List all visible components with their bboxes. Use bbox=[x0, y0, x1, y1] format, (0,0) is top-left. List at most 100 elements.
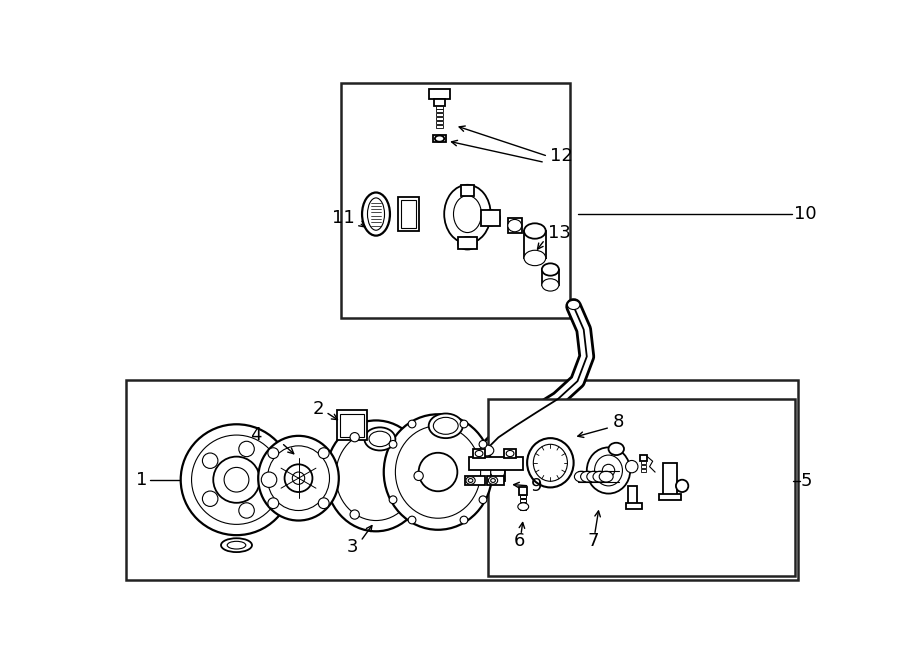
Ellipse shape bbox=[475, 450, 483, 457]
Ellipse shape bbox=[319, 498, 329, 508]
Bar bbox=[520, 507, 526, 510]
Ellipse shape bbox=[626, 461, 638, 473]
Ellipse shape bbox=[213, 457, 260, 503]
Bar bbox=[434, 99, 445, 106]
Ellipse shape bbox=[534, 444, 567, 481]
Text: 1: 1 bbox=[136, 471, 147, 488]
Ellipse shape bbox=[527, 438, 573, 487]
Bar bbox=[520, 503, 526, 506]
Ellipse shape bbox=[414, 471, 423, 481]
Ellipse shape bbox=[238, 442, 255, 457]
Bar bbox=[520, 499, 526, 502]
Bar bbox=[436, 109, 443, 112]
Bar bbox=[436, 125, 443, 128]
Ellipse shape bbox=[202, 453, 218, 469]
Ellipse shape bbox=[518, 503, 528, 510]
Ellipse shape bbox=[258, 436, 338, 520]
Bar bbox=[469, 457, 523, 471]
Ellipse shape bbox=[508, 219, 522, 232]
Bar bbox=[659, 494, 680, 500]
Bar bbox=[400, 200, 417, 228]
Bar bbox=[436, 113, 443, 116]
Text: 7: 7 bbox=[587, 532, 599, 551]
Ellipse shape bbox=[524, 223, 545, 239]
Ellipse shape bbox=[567, 300, 580, 309]
Ellipse shape bbox=[181, 424, 292, 535]
Ellipse shape bbox=[383, 414, 492, 529]
Text: 11: 11 bbox=[331, 209, 355, 227]
Ellipse shape bbox=[268, 447, 279, 459]
Bar bbox=[338, 410, 366, 440]
Ellipse shape bbox=[468, 479, 472, 483]
Ellipse shape bbox=[479, 440, 487, 448]
Bar bbox=[641, 465, 645, 468]
Text: 8: 8 bbox=[612, 413, 624, 431]
Bar bbox=[542, 270, 559, 285]
Bar bbox=[489, 399, 795, 576]
Ellipse shape bbox=[479, 496, 487, 504]
Bar bbox=[482, 210, 500, 225]
Ellipse shape bbox=[458, 237, 477, 249]
Ellipse shape bbox=[227, 541, 246, 549]
Ellipse shape bbox=[367, 198, 384, 230]
Bar bbox=[458, 237, 477, 249]
Ellipse shape bbox=[350, 510, 359, 519]
Ellipse shape bbox=[261, 472, 277, 487]
Text: 3: 3 bbox=[347, 537, 358, 556]
Ellipse shape bbox=[221, 538, 252, 552]
Bar bbox=[436, 121, 443, 124]
Ellipse shape bbox=[268, 498, 279, 508]
Text: 5: 5 bbox=[801, 472, 812, 490]
Ellipse shape bbox=[595, 455, 623, 486]
Ellipse shape bbox=[542, 263, 559, 276]
Ellipse shape bbox=[389, 496, 397, 504]
Ellipse shape bbox=[602, 464, 615, 477]
Ellipse shape bbox=[435, 136, 445, 141]
Ellipse shape bbox=[482, 210, 500, 225]
Bar bbox=[341, 83, 570, 318]
Bar bbox=[662, 463, 677, 498]
Text: 12: 12 bbox=[551, 147, 573, 165]
Bar bbox=[465, 476, 484, 485]
Bar bbox=[641, 469, 645, 472]
Ellipse shape bbox=[491, 479, 495, 483]
Ellipse shape bbox=[506, 450, 514, 457]
Bar bbox=[428, 89, 450, 99]
Bar bbox=[340, 414, 364, 437]
Ellipse shape bbox=[580, 471, 595, 482]
Ellipse shape bbox=[428, 414, 463, 438]
Ellipse shape bbox=[336, 431, 417, 520]
Bar bbox=[628, 486, 637, 505]
Bar bbox=[504, 449, 517, 458]
Ellipse shape bbox=[292, 472, 305, 485]
Bar bbox=[641, 461, 645, 464]
Text: 2: 2 bbox=[312, 400, 324, 418]
Ellipse shape bbox=[491, 465, 505, 479]
Bar bbox=[398, 197, 419, 231]
Bar bbox=[434, 135, 446, 143]
Ellipse shape bbox=[574, 471, 589, 482]
Bar bbox=[126, 379, 798, 580]
Ellipse shape bbox=[409, 516, 416, 524]
Ellipse shape bbox=[460, 516, 468, 524]
Text: 6: 6 bbox=[514, 532, 525, 551]
Ellipse shape bbox=[364, 428, 395, 450]
Ellipse shape bbox=[608, 443, 624, 455]
Text: 13: 13 bbox=[548, 224, 571, 243]
Bar bbox=[436, 106, 443, 108]
Bar bbox=[487, 476, 504, 485]
Ellipse shape bbox=[369, 431, 391, 447]
Ellipse shape bbox=[319, 447, 329, 459]
Ellipse shape bbox=[284, 464, 312, 492]
Bar bbox=[520, 495, 526, 498]
Bar bbox=[519, 487, 527, 495]
Bar bbox=[491, 463, 505, 481]
Ellipse shape bbox=[466, 477, 475, 485]
Ellipse shape bbox=[587, 447, 630, 494]
Ellipse shape bbox=[587, 471, 601, 482]
Text: 9: 9 bbox=[531, 477, 543, 495]
Ellipse shape bbox=[489, 477, 498, 485]
Ellipse shape bbox=[460, 420, 468, 428]
Ellipse shape bbox=[434, 417, 458, 434]
Text: 4: 4 bbox=[250, 426, 262, 444]
